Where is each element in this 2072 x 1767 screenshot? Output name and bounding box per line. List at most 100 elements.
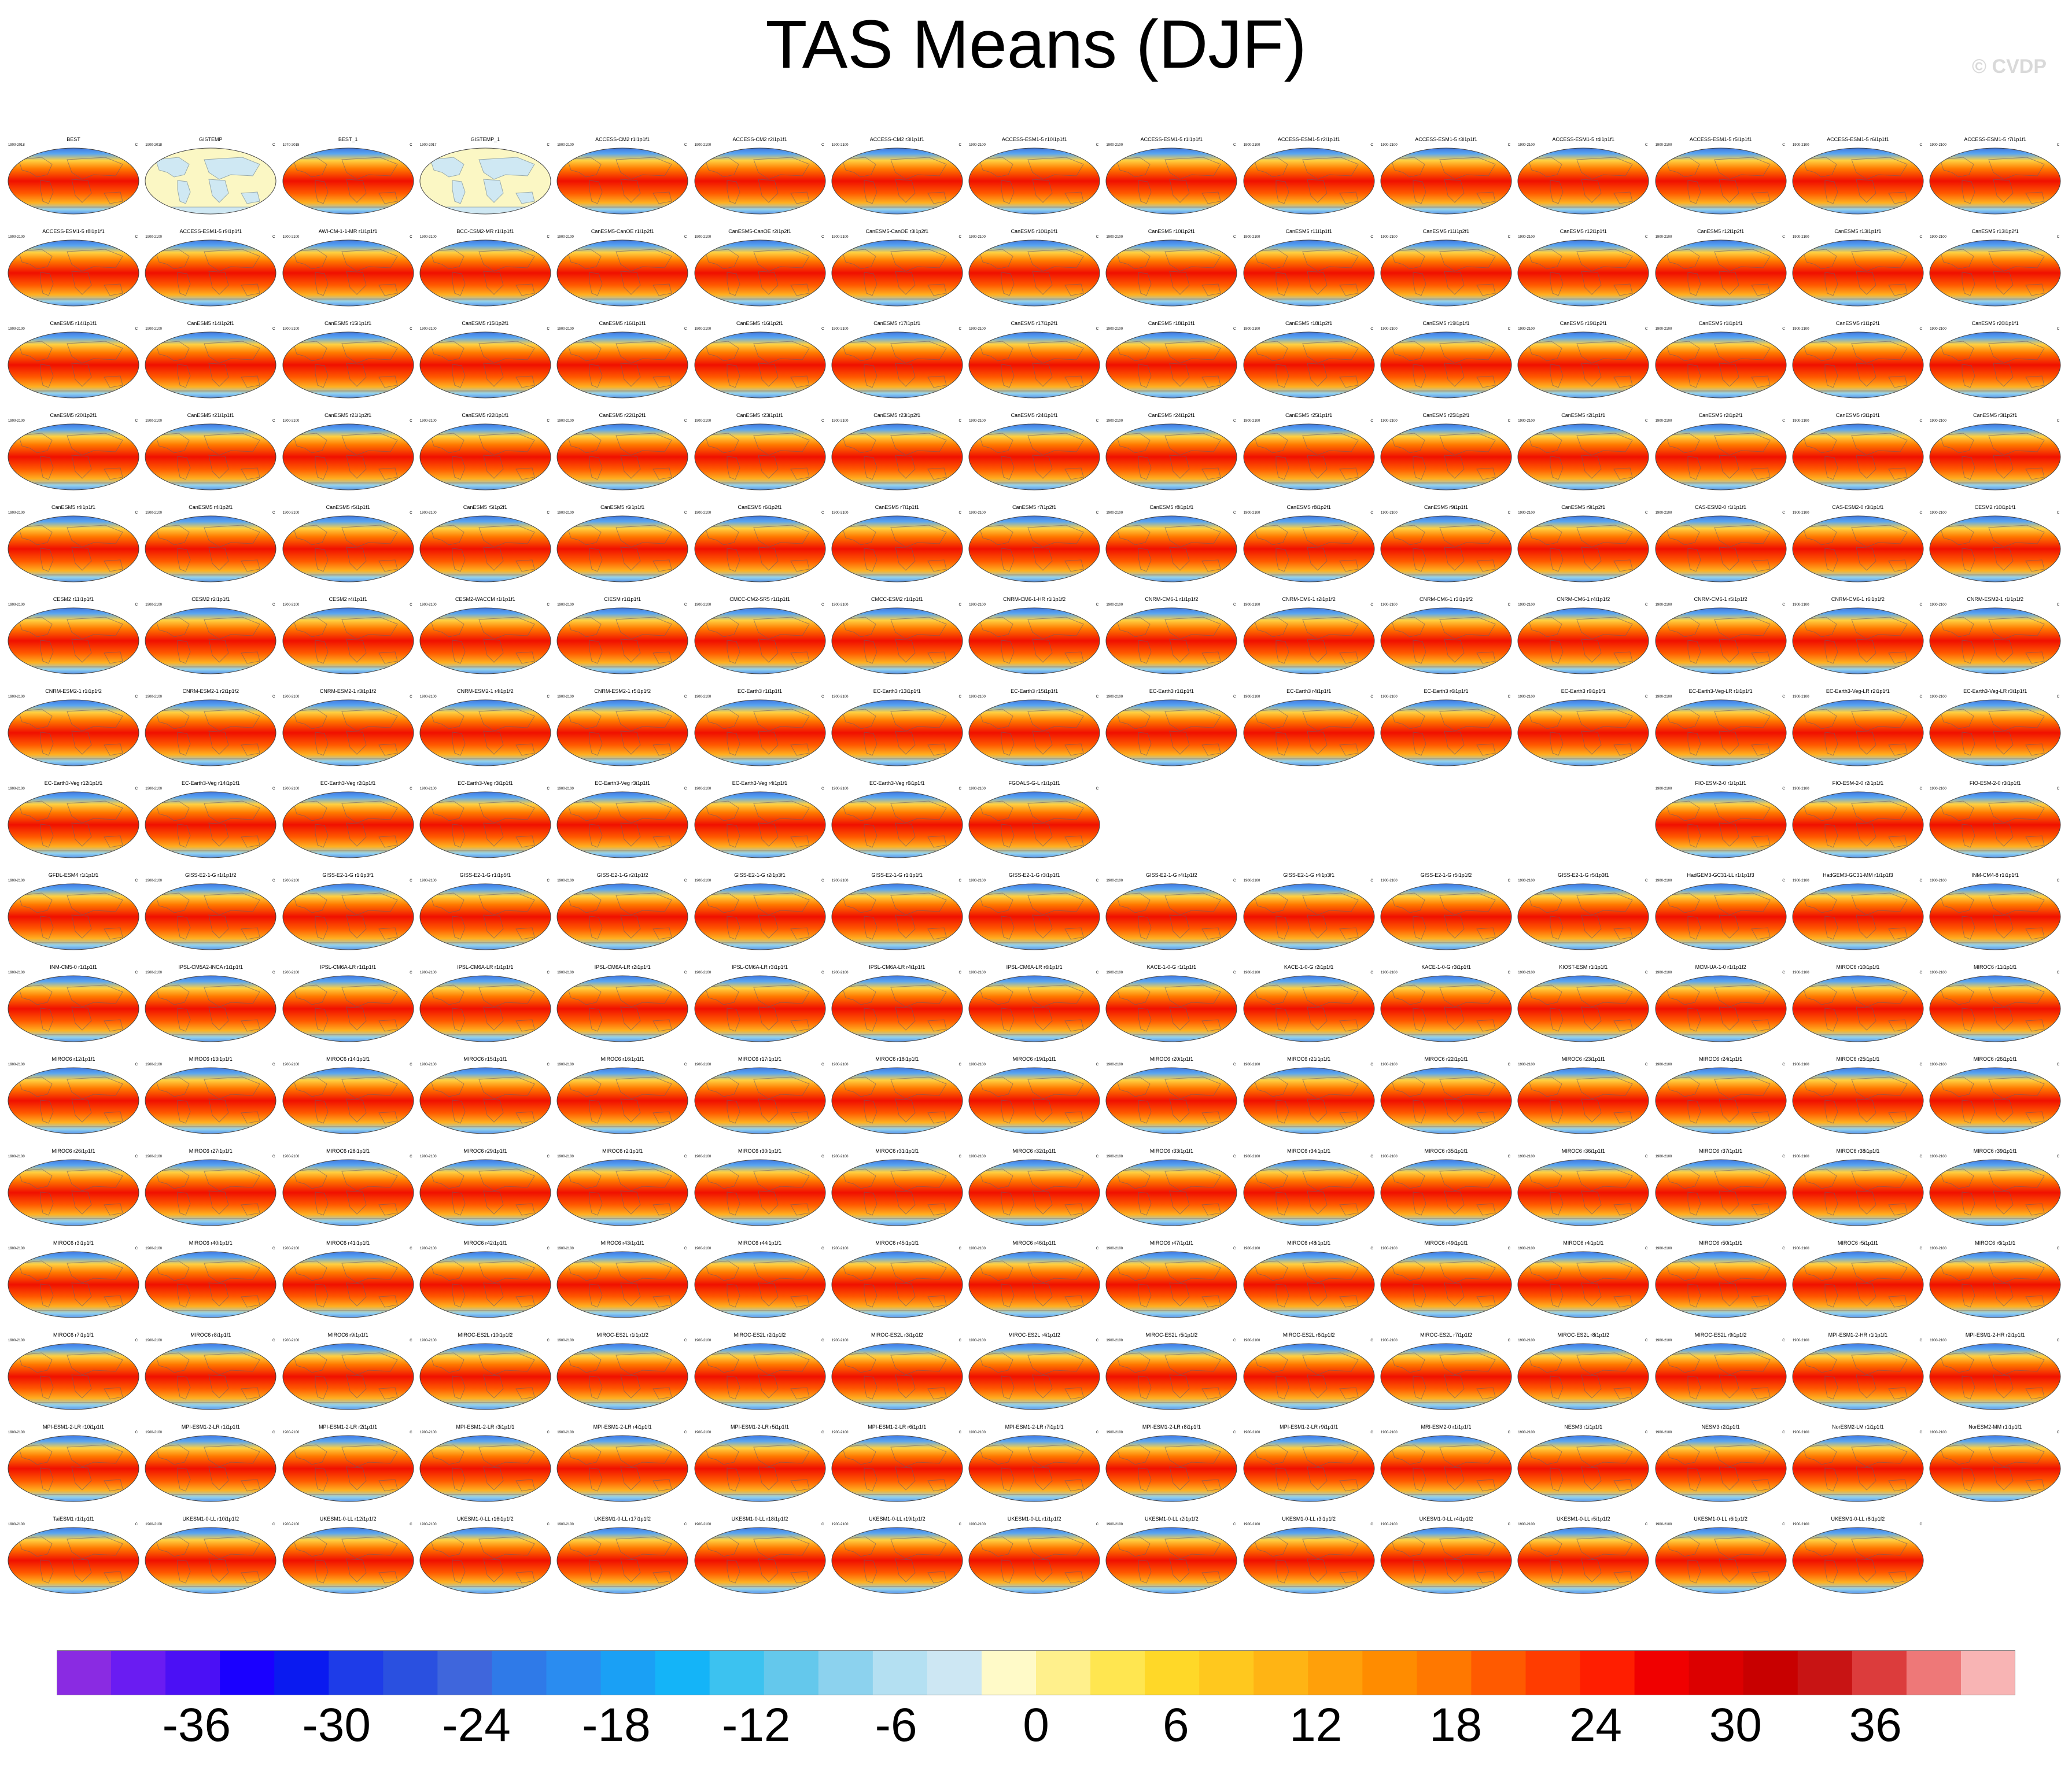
continent-outline — [1201, 927, 1222, 940]
continent-outline — [1164, 984, 1222, 1008]
continent-outline — [1687, 1100, 1701, 1124]
continent-outline — [478, 1168, 535, 1191]
panel-title: CanESM5 r12i1p2f1 — [1697, 228, 1745, 234]
map-panel: FIO-ESM-2-0 r3i1p1f1 1900-2100 C — [1929, 780, 2062, 860]
panel-title: CanESM5 r23i1p1f1 — [736, 412, 784, 418]
temperature-map — [556, 883, 688, 950]
continent-outline — [1001, 1191, 1015, 1216]
continent-outline — [71, 1282, 92, 1307]
temperature-map — [694, 515, 825, 582]
panel-years: 1900-2100 — [1381, 879, 1398, 883]
continent-outline — [1713, 249, 1771, 272]
continent-outline — [1824, 1467, 1838, 1492]
continent-outline — [704, 1168, 739, 1189]
map-panel: MIROC6 r31i1p1f1 1900-2100 C — [831, 1148, 964, 1228]
panel-years: 1900-2100 — [145, 235, 162, 239]
map-panel: EC-Earth3-Veg-LR r2i1p1f1 1900-2100 C — [1791, 688, 1924, 768]
continent-outline — [315, 1467, 329, 1492]
map-panel: GISS-E2-1-G r4i1p3f1 1900-2100 C — [1243, 872, 1376, 952]
panel-title: CanESM5 r22i1p2f1 — [599, 412, 646, 418]
continent-outline — [1613, 191, 1633, 204]
panel-units: C — [684, 235, 687, 239]
continent-outline — [1444, 271, 1465, 295]
continent-outline — [589, 1375, 603, 1400]
temperature-map — [831, 975, 963, 1042]
continent-outline — [155, 1076, 190, 1097]
panel-units: C — [821, 971, 824, 975]
colorbar-tick-label: 12 — [1289, 1699, 1343, 1751]
map-panel: MIROC6 r44i1p1f1 1900-2100 C — [694, 1240, 827, 1320]
map-border — [968, 515, 1100, 582]
map-panel: MIROC-ES2L r4i1p1f2 1900-2100 C — [968, 1332, 1101, 1412]
map-panel: MIROC6 r10i1p1f1 1900-2100 C — [1791, 964, 1924, 1044]
map-border — [1243, 607, 1375, 674]
continent-outline — [1888, 1479, 1908, 1492]
panel-title: ACCESS-CM2 r1i1p1f1 — [595, 137, 650, 142]
map-border — [968, 1343, 1100, 1410]
map-border — [145, 975, 276, 1042]
continent-outline — [652, 283, 672, 296]
map-panel: CanESM5 r21i1p2f1 1900-2100 C — [282, 412, 415, 492]
continent-outline — [515, 559, 535, 572]
panel-title: HadGEM3-GC31-LL r1i1p1f3 — [1687, 872, 1754, 878]
map-border — [1380, 1435, 1512, 1502]
temperature-map — [282, 239, 414, 307]
panel-units: C — [1233, 879, 1236, 883]
continent-outline — [341, 157, 398, 180]
continent-outline — [1856, 1374, 1876, 1399]
continent-outline — [378, 1019, 398, 1032]
map-panel: CanESM5 r21i1p1f1 1900-2100 C — [144, 412, 277, 492]
panel-units: C — [684, 971, 687, 975]
continent-outline — [1138, 1283, 1152, 1308]
map-panel: MIROC6 r26i1p1f1 1900-2100 C — [1929, 1056, 2062, 1136]
panel-years: 1900-2100 — [145, 879, 162, 883]
temperature-map — [282, 1251, 414, 1318]
continent-outline — [1116, 1168, 1151, 1189]
continent-outline — [104, 283, 123, 296]
continent-outline — [155, 1444, 190, 1465]
panel-units: C — [1370, 1155, 1373, 1159]
panel-title: NorESM2-LM r1i1p1f1 — [1832, 1424, 1884, 1430]
temperature-map — [694, 1067, 825, 1134]
colorbar-swatch — [437, 1650, 492, 1695]
continent-outline — [1993, 914, 2014, 939]
temperature-map — [145, 239, 276, 307]
map-panel: EC-Earth3 r13i1p1f1 1900-2100 C — [831, 688, 964, 768]
panel-units: C — [1370, 695, 1373, 699]
temperature-map — [556, 1067, 688, 1134]
panel-years: 1900-2100 — [1518, 327, 1535, 331]
continent-outline — [1962, 1191, 1975, 1216]
temperature-map — [1792, 331, 1924, 399]
continent-outline — [1940, 1168, 1974, 1189]
continent-outline — [1476, 375, 1496, 388]
panel-years: 1900-2100 — [1930, 603, 1946, 607]
continent-outline — [1581, 547, 1602, 571]
continent-outline — [1001, 1100, 1015, 1124]
panel-title: GISS-E2-1-G r1i1p1f2 — [185, 872, 237, 878]
map-border — [831, 1435, 963, 1502]
continent-outline — [40, 732, 54, 756]
map-panel: EC-Earth3-Veg r2i1p1f1 1900-2100 C — [282, 780, 415, 860]
panel-years: 1900-2100 — [1381, 1431, 1398, 1434]
panel-title: EC-Earth3-Veg r2i1p1f1 — [320, 780, 376, 786]
continent-outline — [1888, 467, 1908, 480]
panel-units: C — [1233, 1063, 1236, 1067]
panel-title: CMCC-CM2-SR5 r1i1p1f1 — [729, 596, 790, 602]
map-border — [1105, 1435, 1237, 1502]
continent-outline — [1528, 1076, 1562, 1097]
map-panel: EC-Earth3 r1i1p1f1 1900-2100 C — [694, 688, 827, 768]
temperature-map — [968, 1343, 1100, 1410]
panel-title: GISS-E2-1-G r1i1p1f1 — [871, 872, 923, 878]
continent-outline — [1687, 824, 1701, 848]
panel-title: MIROC-ES2L r4i1p1f2 — [1008, 1332, 1060, 1338]
continent-outline — [727, 916, 740, 940]
continent-outline — [2025, 283, 2045, 296]
panel-title: EC-Earth3 r4i1p1f1 — [1286, 688, 1332, 694]
panel-title: CanESM5 r21i1p2f1 — [325, 412, 372, 418]
continent-outline — [1802, 1260, 1837, 1281]
continent-outline — [727, 1008, 740, 1032]
panel-years: 1900-2100 — [557, 327, 574, 331]
continent-outline — [292, 1536, 327, 1557]
continent-outline — [1613, 1571, 1633, 1584]
continent-outline — [1307, 1282, 1328, 1307]
